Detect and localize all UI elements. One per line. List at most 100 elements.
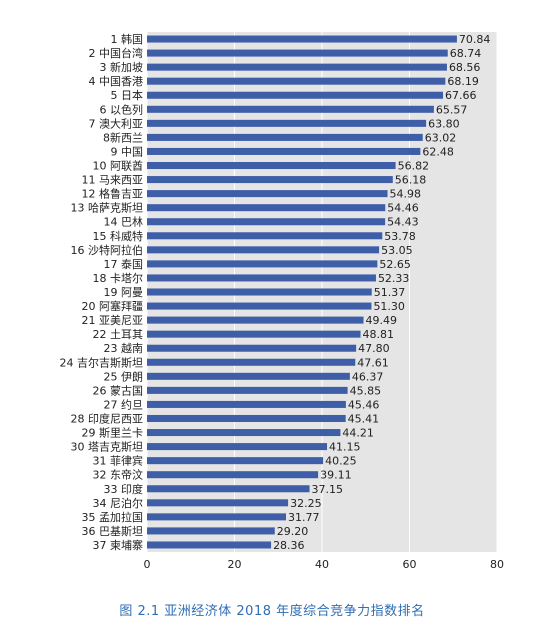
bar [147, 260, 378, 268]
bar [147, 499, 289, 507]
value-label: 54.46 [387, 202, 419, 215]
value-label: 45.85 [350, 384, 382, 397]
value-label: 32.25 [290, 497, 322, 510]
x-tick-label: 20 [228, 558, 242, 571]
bar [147, 176, 393, 184]
category-label: 2 中国台湾 [89, 46, 144, 60]
value-label: 54.43 [387, 216, 419, 229]
value-label: 67.66 [445, 89, 477, 102]
value-label: 40.25 [325, 455, 357, 468]
value-label: 46.37 [352, 370, 384, 383]
value-label: 53.78 [384, 230, 416, 243]
bar [147, 91, 444, 99]
value-label: 47.61 [357, 356, 389, 369]
category-label: 1 韩国 [111, 32, 144, 46]
category-label: 25 伊朗 [104, 370, 144, 383]
bar [147, 386, 348, 394]
category-label: 23 越南 [104, 341, 144, 355]
bar [147, 344, 357, 352]
category-label: 9 中国 [111, 145, 144, 158]
value-label: 49.49 [366, 314, 398, 327]
x-tick-label: 60 [403, 558, 417, 571]
category-label: 32 东帝汶 [93, 468, 144, 482]
value-label: 63.80 [428, 117, 460, 130]
bar [147, 316, 364, 324]
value-label: 63.02 [425, 131, 457, 144]
value-label: 68.56 [449, 61, 481, 74]
category-label: 14 巴林 [104, 215, 144, 229]
bar [147, 400, 346, 408]
bar [147, 35, 457, 43]
category-label: 12 格鲁吉亚 [82, 187, 144, 201]
category-label: 7 澳大利亚 [89, 116, 144, 130]
value-label: 53.05 [381, 244, 413, 257]
category-label: 30 塔吉克斯坦 [71, 440, 144, 454]
value-label: 70.84 [459, 33, 491, 46]
category-label: 15 科威特 [93, 229, 144, 243]
bar [147, 218, 386, 226]
category-label: 13 哈萨克斯坦 [71, 201, 144, 215]
value-label: 68.74 [450, 47, 482, 60]
bar [147, 541, 272, 549]
value-label: 52.33 [378, 272, 410, 285]
value-label: 51.30 [373, 300, 405, 313]
category-label: 37 柬埔寨 [93, 538, 144, 552]
bar [147, 274, 376, 282]
bar [147, 414, 346, 422]
value-label: 56.82 [398, 160, 430, 173]
bar [147, 429, 341, 437]
x-axis-ticks: 0 20 40 60 80 [144, 558, 505, 571]
value-label: 68.19 [447, 75, 479, 88]
bar [147, 443, 328, 451]
bar [147, 232, 383, 240]
category-label: 24 吉尔吉斯斯坦 [60, 355, 144, 369]
bar [147, 457, 324, 465]
category-label: 6 以色列 [100, 102, 144, 116]
bar [147, 471, 319, 479]
bar [147, 513, 286, 521]
bar [147, 372, 350, 380]
category-label: 26 蒙古国 [93, 384, 144, 397]
value-label: 28.36 [273, 539, 305, 552]
figure-caption: 图 2.1 亚洲经济体 2018 年度综合竞争力指数排名 [119, 604, 425, 619]
bar [147, 358, 356, 366]
value-labels: 70.8468.7468.5668.1967.6665.5763.8063.02… [273, 33, 490, 552]
bar [147, 49, 448, 57]
category-label: 36 巴基斯坦 [82, 524, 144, 538]
category-label: 22 土耳其 [93, 328, 144, 341]
category-label: 21 亚美尼亚 [82, 314, 144, 327]
bar [147, 330, 361, 338]
bar [147, 190, 388, 198]
category-label: 18 卡塔尔 [93, 272, 144, 285]
category-label: 29 斯里兰卡 [82, 427, 144, 440]
category-label: 28 印度尼西亚 [71, 411, 144, 425]
bar [147, 105, 434, 113]
x-tick-label: 80 [490, 558, 504, 571]
category-label: 33 印度 [104, 482, 144, 496]
bar [147, 288, 372, 296]
category-label: 17 泰国 [104, 257, 144, 271]
bar [147, 527, 275, 535]
bar [147, 246, 380, 254]
value-label: 31.77 [288, 511, 320, 524]
category-label: 4 中国香港 [89, 75, 144, 88]
category-label: 11 马来西亚 [82, 174, 144, 187]
value-label: 29.20 [277, 525, 309, 538]
bar [147, 162, 396, 170]
bar [147, 204, 386, 212]
category-label: 8新西兰 [103, 130, 143, 144]
category-label: 27 约旦 [104, 398, 144, 411]
value-label: 54.98 [390, 188, 422, 201]
bar [147, 119, 427, 127]
category-label: 16 沙特阿拉伯 [71, 243, 144, 257]
value-label: 51.37 [374, 286, 406, 299]
bars [147, 35, 457, 549]
bar [147, 485, 310, 493]
value-label: 47.80 [358, 342, 390, 355]
value-label: 45.46 [348, 398, 380, 411]
bar [147, 63, 447, 71]
x-tick-label: 0 [144, 558, 151, 571]
category-label: 31 菲律宾 [93, 454, 144, 468]
value-label: 44.21 [342, 427, 374, 440]
